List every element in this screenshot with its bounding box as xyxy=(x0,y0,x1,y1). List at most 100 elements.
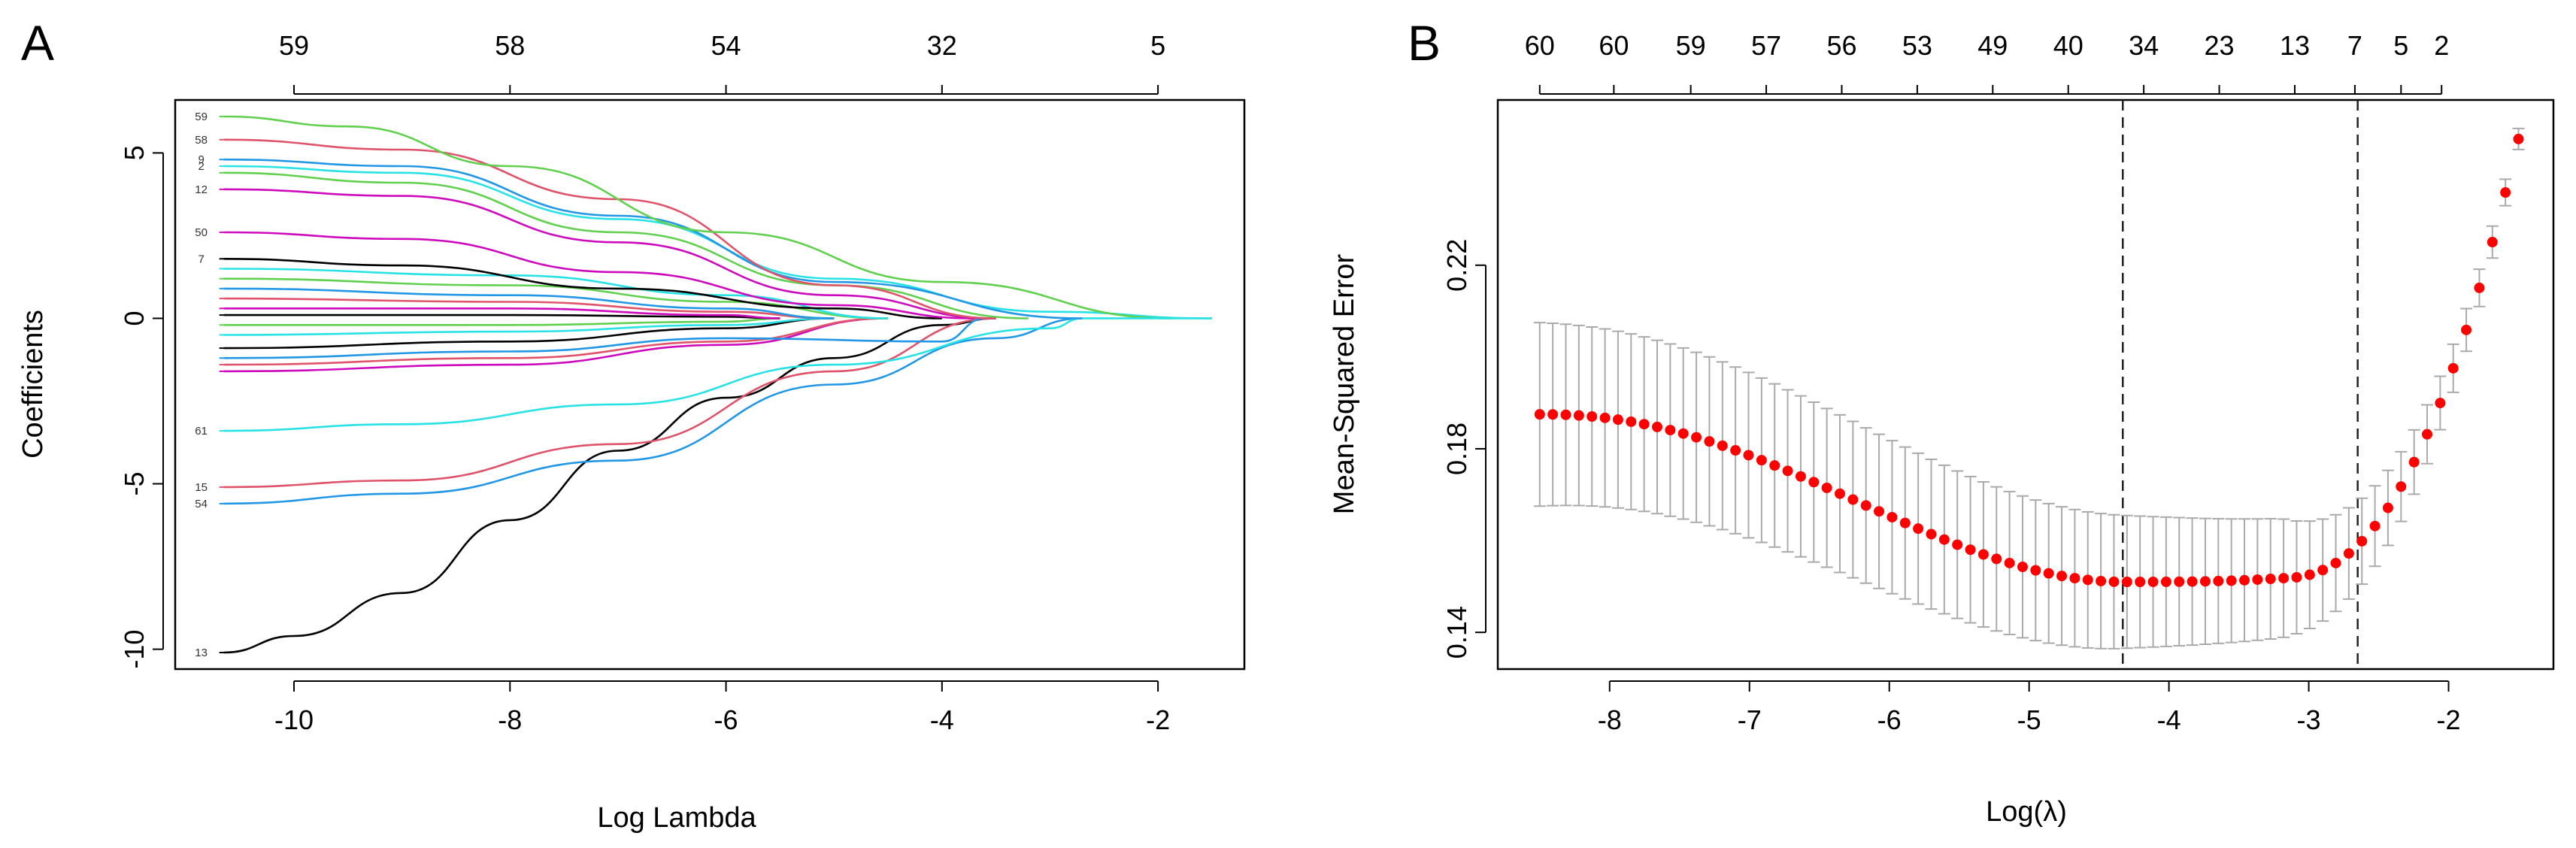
mse-point xyxy=(1626,416,1637,427)
coef-path xyxy=(223,317,889,373)
top-tick-label: 34 xyxy=(2129,30,2159,61)
coef-path xyxy=(223,258,942,320)
mse-point xyxy=(1808,477,1820,488)
plot-a-top-axis: 59 58 54 32 5 xyxy=(279,30,1165,95)
coef-path xyxy=(223,313,780,320)
mse-point xyxy=(2343,548,2354,559)
mse-point xyxy=(2408,456,2420,468)
mse-point xyxy=(2487,237,2498,248)
plot-b-y-axis-title: Mean-Squared Error xyxy=(1329,253,1360,514)
mse-point xyxy=(2435,398,2446,409)
top-tick-label: 23 xyxy=(2205,30,2235,61)
mse-point xyxy=(1926,528,1937,540)
top-tick-label: 58 xyxy=(495,30,525,61)
coef-path xyxy=(223,307,780,320)
y-tick-label: -5 xyxy=(119,472,150,496)
x-tick-label: -8 xyxy=(1598,704,1622,735)
mse-point xyxy=(2187,576,2198,587)
y-tick-label: 0.22 xyxy=(1441,239,1472,292)
top-tick-label: 5 xyxy=(2393,30,2408,61)
mse-point xyxy=(2252,574,2263,585)
mse-point xyxy=(1938,534,1950,545)
coef-path xyxy=(223,317,1083,432)
mse-point xyxy=(1847,494,1859,505)
mse-point xyxy=(1769,460,1780,471)
y-tick-label: -10 xyxy=(119,630,150,669)
cv-mse-points xyxy=(1534,133,2524,588)
plot-b-top-axis: 60 60 59 57 56 53 49 40 34 23 13 7 5 2 xyxy=(1525,30,2449,95)
mse-point xyxy=(1651,421,1662,432)
x-tick-label: -5 xyxy=(2017,704,2041,735)
x-tick-label: -3 xyxy=(2297,704,2321,735)
mse-point xyxy=(2396,481,2407,492)
cv-error-bars xyxy=(1533,127,2525,650)
mse-point xyxy=(2369,520,2381,532)
lambda-reference-lines xyxy=(2121,100,2359,669)
x-tick-label: -4 xyxy=(2157,704,2181,735)
path-label: 58 xyxy=(195,134,208,147)
panel-b-cv-error: B -8 -7 -6 -5 -4 -3 -2 0.14 0.18 0.22 60 60 59 57 56… xyxy=(1329,15,2555,828)
coef-path xyxy=(223,138,996,320)
mse-point xyxy=(2082,574,2093,586)
y-tick-label: 0.18 xyxy=(1441,422,1472,475)
panel-b-label: B xyxy=(1408,15,1441,71)
plot-a-x-axis: -10 -8 -6 -4 -2 xyxy=(274,680,1170,735)
path-label: 12 xyxy=(195,183,208,196)
plot-b-y-axis: 0.14 0.18 0.22 xyxy=(1441,239,1487,659)
coef-path xyxy=(223,317,889,366)
top-tick-label: 53 xyxy=(1902,30,1932,61)
mse-point xyxy=(2239,574,2250,586)
mse-point xyxy=(2121,577,2132,588)
mse-point xyxy=(1899,517,1911,528)
path-label: 61 xyxy=(195,425,208,438)
coef-path xyxy=(223,317,986,359)
mse-point xyxy=(2213,575,2224,586)
mse-point xyxy=(2069,573,2080,584)
x-tick-label: -6 xyxy=(1877,704,1902,735)
coef-path xyxy=(223,317,996,654)
x-tick-label: -10 xyxy=(274,704,314,735)
path-label: 13 xyxy=(195,647,208,659)
panel-a-label: A xyxy=(21,15,54,71)
mse-point xyxy=(1587,411,1598,422)
mse-point xyxy=(2461,324,2472,335)
top-tick-label: 13 xyxy=(2280,30,2310,61)
mse-point xyxy=(2174,576,2185,587)
path-label: 50 xyxy=(195,226,208,239)
mse-point xyxy=(2147,576,2159,587)
mse-point xyxy=(2056,571,2068,582)
plot-a-frame xyxy=(174,98,1246,671)
mse-point xyxy=(1965,544,1976,556)
mse-point xyxy=(2382,502,2393,513)
panel-a-coefficient-paths: A -10 -8 -6 -4 -2 -10 -5 0 5 59 58 54 32 5 59 58 92 12… xyxy=(17,15,1246,834)
x-tick-label: -6 xyxy=(714,704,738,735)
path-label: 2 xyxy=(198,160,204,173)
y-tick-label: 0.14 xyxy=(1441,606,1472,659)
mse-point xyxy=(1756,455,1767,466)
top-tick-label: 54 xyxy=(711,30,741,61)
mse-point xyxy=(1560,409,1571,420)
plot-a-x-axis-title: Log Lambda xyxy=(597,802,756,834)
mse-point xyxy=(2291,571,2302,583)
top-tick-label: 40 xyxy=(2053,30,2084,61)
mse-point xyxy=(2004,557,2015,568)
coef-path xyxy=(223,297,835,320)
x-tick-label: -7 xyxy=(1738,704,1762,735)
mse-point xyxy=(1821,482,1832,493)
mse-point xyxy=(2356,535,2368,547)
y-tick-label: 5 xyxy=(119,145,150,160)
coef-path xyxy=(223,171,1029,320)
mse-point xyxy=(1730,445,1741,456)
y-tick-label: 0 xyxy=(119,310,150,326)
path-label: 7 xyxy=(198,253,204,265)
coefficient-paths xyxy=(223,115,1212,654)
mse-point xyxy=(1547,409,1559,420)
mse-point xyxy=(2108,576,2120,587)
top-tick-label: 7 xyxy=(2347,30,2362,61)
mse-point xyxy=(2199,576,2211,587)
top-tick-label: 59 xyxy=(279,30,309,61)
path-end-labels: 59 58 92 12 50 7 61 15 54 13 xyxy=(195,111,224,659)
plot-b-x-axis: -8 -7 -6 -5 -4 -3 -2 xyxy=(1598,680,2461,735)
top-tick-label: 32 xyxy=(927,30,957,61)
